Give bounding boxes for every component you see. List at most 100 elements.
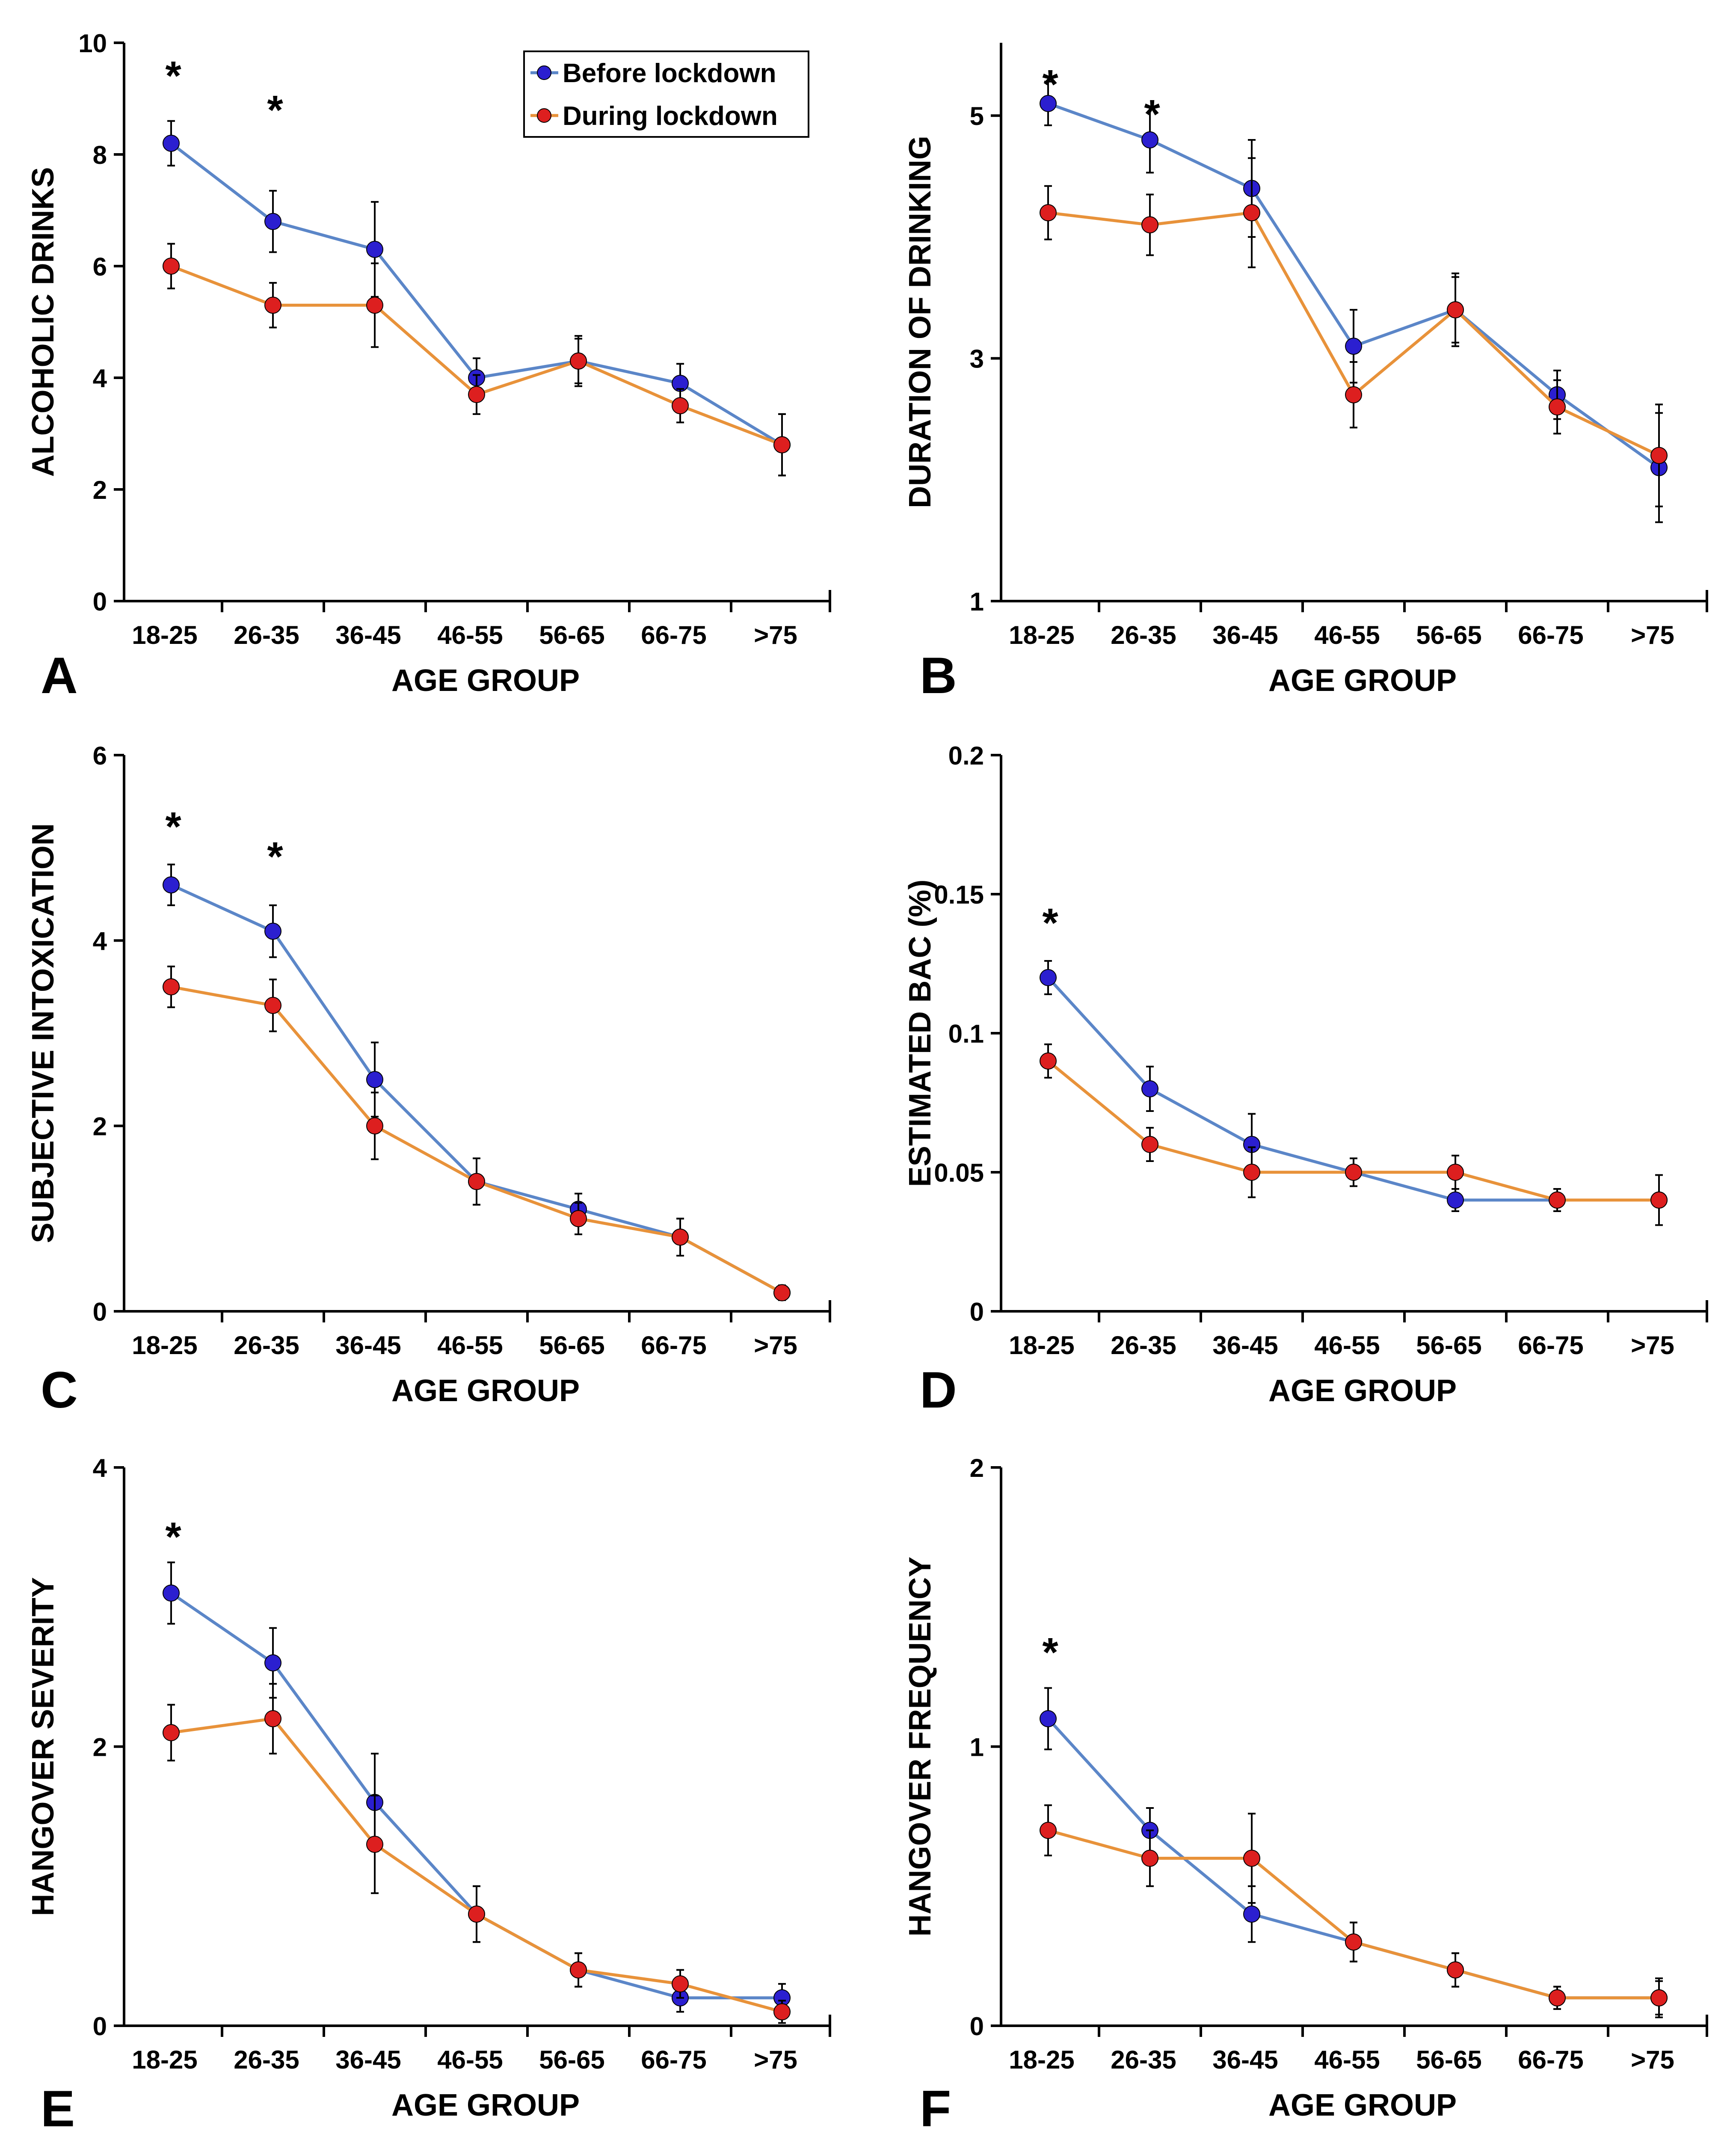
panel-d-ytick-label: 0.05 (934, 1159, 984, 1187)
panel-c-xtick-label: 56-65 (539, 1331, 604, 1360)
panel-c-point-before (264, 922, 281, 940)
panel-d-point-during (1345, 1164, 1362, 1181)
panel-a-xtick-label: 66-75 (641, 621, 706, 649)
panel-d-point-during (1447, 1164, 1464, 1181)
panel-b-xtick-label: 66-75 (1518, 621, 1583, 649)
panel-e-xtick-label: 26-35 (234, 2045, 299, 2074)
panel-f-xtick-label: 26-35 (1111, 2045, 1176, 2074)
panel-b-point-during (1243, 204, 1260, 222)
panel-a-ytick-label: 2 (93, 476, 107, 504)
panel-a: 0 2 4 6 8 10 18-25 26-35 36-45 46-55 56-65 66-75 >75… (26, 29, 831, 704)
panel-f-x-axis-title: AGE GROUP (1268, 2088, 1457, 2122)
panel-c-xtick-label: 18-25 (132, 1331, 197, 1360)
panel-e-xtick-label: 46-55 (437, 2045, 503, 2074)
panel-b-xtick-label: 26-35 (1111, 621, 1176, 649)
panel-b-y-axis-title: DURATION OF DRINKING (903, 136, 937, 508)
panel-e-ytick-label: 2 (93, 1733, 107, 1762)
panel-e-y-axis-title: HANGOVER SEVERITY (26, 1577, 60, 1916)
panel-f-xtick-label: >75 (1631, 2045, 1674, 2074)
panel-c-ytick-label: 4 (93, 927, 107, 955)
panel-f-letter: F (920, 2080, 951, 2134)
panel-d-xtick-label: 26-35 (1111, 1331, 1176, 1360)
legend-box (523, 50, 809, 138)
panel-b-xtick-label: >75 (1631, 621, 1674, 649)
panel-a-ytick-label: 4 (93, 364, 107, 393)
panel-d-series-during (1040, 1043, 1668, 1226)
panel-a-xtick-label: 56-65 (539, 621, 604, 649)
panel-e-x-axis-title: AGE GROUP (391, 2088, 580, 2122)
panel-e-point-before (264, 1654, 281, 1672)
panel-a-point-during (773, 436, 791, 453)
panel-c-point-during (163, 978, 180, 996)
panel-d-point-during (1040, 1052, 1057, 1070)
panel-f-point-during (1650, 1989, 1668, 2007)
panel-a-point-during (264, 296, 281, 314)
panel-e-point-during (672, 1975, 689, 1993)
panel-e-xtick-label: 56-65 (539, 2045, 604, 2074)
panel-b-point-during (1040, 204, 1057, 222)
panel-d-xtick-label: 18-25 (1009, 1331, 1074, 1360)
panel-a-xtick-label: 26-35 (234, 621, 299, 649)
panel-f-point-during (1447, 1961, 1464, 1979)
panel-a-ytick-label: 8 (93, 141, 107, 169)
panel-e-xtick-label: >75 (754, 2045, 797, 2074)
legend-before-label: Before lockdown (563, 59, 776, 88)
panel-a-y-axis-title: ALCOHOLIC DRINKS (26, 167, 60, 477)
panel-e-significance-star: * (165, 1514, 181, 1560)
panel-d-ytick-label: 0.2 (948, 741, 984, 770)
panel-c-letter: C (41, 1361, 78, 1419)
panel-f-point-during (1549, 1989, 1566, 2007)
panel-e-point-during (163, 1724, 180, 1741)
panel-e-xtick-label: 36-45 (335, 2045, 401, 2074)
panel-a-ytick-label: 0 (93, 587, 107, 616)
panel-f-series-during (1040, 1804, 1668, 2018)
panel-a-significance-star: * (267, 87, 283, 133)
panel-d: 0 0.05 0.1 0.15 0.2 18-25 26-35 36-45 46-55 56-65… (903, 741, 1708, 1419)
panel-f-point-before (1243, 1906, 1260, 1923)
panel-b-significance-star: * (1144, 92, 1160, 137)
panel-f-point-during (1243, 1849, 1260, 1867)
panel-f-ytick-label: 1 (970, 1733, 984, 1762)
panel-e-point-during (264, 1710, 281, 1728)
panel-f-ytick-label: 0 (970, 2012, 984, 2041)
panel-c-significance-star: * (267, 834, 283, 880)
panel-e-xtick-label: 18-25 (132, 2045, 197, 2074)
panel-a-point-before (163, 134, 180, 152)
panel-d-point-before (1040, 969, 1057, 986)
panel-a-ytick-label: 10 (78, 29, 107, 58)
panel-f-y-axis-title: HANGOVER FREQUENCY (903, 1556, 937, 1936)
panel-b-xtick-label: 46-55 (1314, 621, 1380, 649)
panel-d-xtick-label: 46-55 (1314, 1331, 1380, 1360)
panel-d-x-axis-title: AGE GROUP (1268, 1374, 1457, 1408)
panel-a-ytick-label: 6 (93, 252, 107, 281)
panel-d-xtick-label: 66-75 (1518, 1331, 1583, 1360)
panel-b-point-before (1141, 131, 1158, 148)
panel-a-xtick-label: 46-55 (437, 621, 503, 649)
panel-b-series-during (1040, 157, 1668, 507)
panel-d-ytick-label: 0.15 (934, 880, 984, 909)
panel-d-significance-star: * (1042, 900, 1058, 946)
panel-d-xtick-label: >75 (1631, 1331, 1674, 1360)
panel-e-point-before (163, 1584, 180, 1602)
panel-f-point-during (1141, 1849, 1158, 1867)
panel-c-xtick-label: >75 (754, 1331, 797, 1360)
legend-during-swatch-marker (537, 108, 551, 123)
panel-c-point-before (366, 1071, 383, 1088)
panel-f-xtick-label: 56-65 (1416, 2045, 1481, 2074)
panel-a-xtick-label: >75 (754, 621, 797, 649)
panel-c-point-before (163, 876, 180, 894)
panel-a-x-axis-title: AGE GROUP (391, 664, 580, 698)
panel-a-significance-star: * (165, 53, 181, 99)
panel-a-xtick-label: 36-45 (335, 621, 401, 649)
panel-c-ytick-label: 0 (93, 1298, 107, 1326)
panel-d-xtick-label: 56-65 (1416, 1331, 1481, 1360)
panel-f-point-during (1040, 1822, 1057, 1839)
panel-f-xtick-label: 46-55 (1314, 2045, 1380, 2074)
panel-d-point-during (1650, 1191, 1668, 1209)
panel-c-point-during (366, 1117, 383, 1135)
panel-e-point-during (468, 1906, 485, 1923)
panel-e-ytick-label: 4 (93, 1454, 107, 1482)
panel-e-point-during (570, 1961, 587, 1979)
panel-f-xtick-label: 18-25 (1009, 2045, 1074, 2074)
